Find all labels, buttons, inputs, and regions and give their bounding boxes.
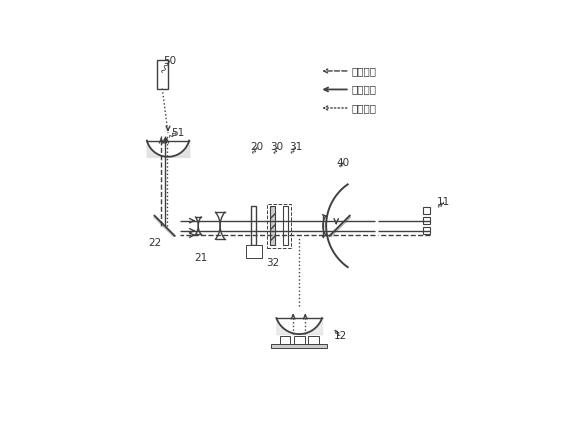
Bar [294, 336, 305, 343]
Bar [280, 336, 290, 343]
Text: 12: 12 [334, 331, 347, 341]
Polygon shape [329, 215, 351, 238]
Polygon shape [153, 215, 174, 237]
Bar [422, 227, 430, 234]
Bar [270, 206, 275, 245]
Text: 31: 31 [289, 142, 302, 153]
Text: 30: 30 [270, 142, 283, 153]
Bar [422, 207, 430, 214]
Text: 红色激光: 红色激光 [351, 66, 377, 76]
Text: 40: 40 [336, 158, 350, 168]
Bar [283, 206, 288, 245]
Bar [157, 60, 168, 89]
Text: 21: 21 [194, 253, 207, 264]
Text: 51: 51 [172, 128, 185, 138]
Bar [267, 204, 291, 248]
Text: 绿色荧光: 绿色荧光 [351, 103, 377, 113]
Bar [422, 217, 430, 224]
Bar [308, 336, 319, 343]
Text: 11: 11 [437, 197, 451, 207]
Text: 50: 50 [163, 56, 176, 66]
Bar [246, 245, 262, 258]
Text: 32: 32 [266, 258, 279, 268]
Text: 22: 22 [149, 238, 162, 247]
Text: 蓝色激光: 蓝色激光 [351, 84, 377, 94]
Text: 20: 20 [251, 142, 263, 153]
Bar [272, 343, 327, 347]
Bar [251, 206, 256, 245]
